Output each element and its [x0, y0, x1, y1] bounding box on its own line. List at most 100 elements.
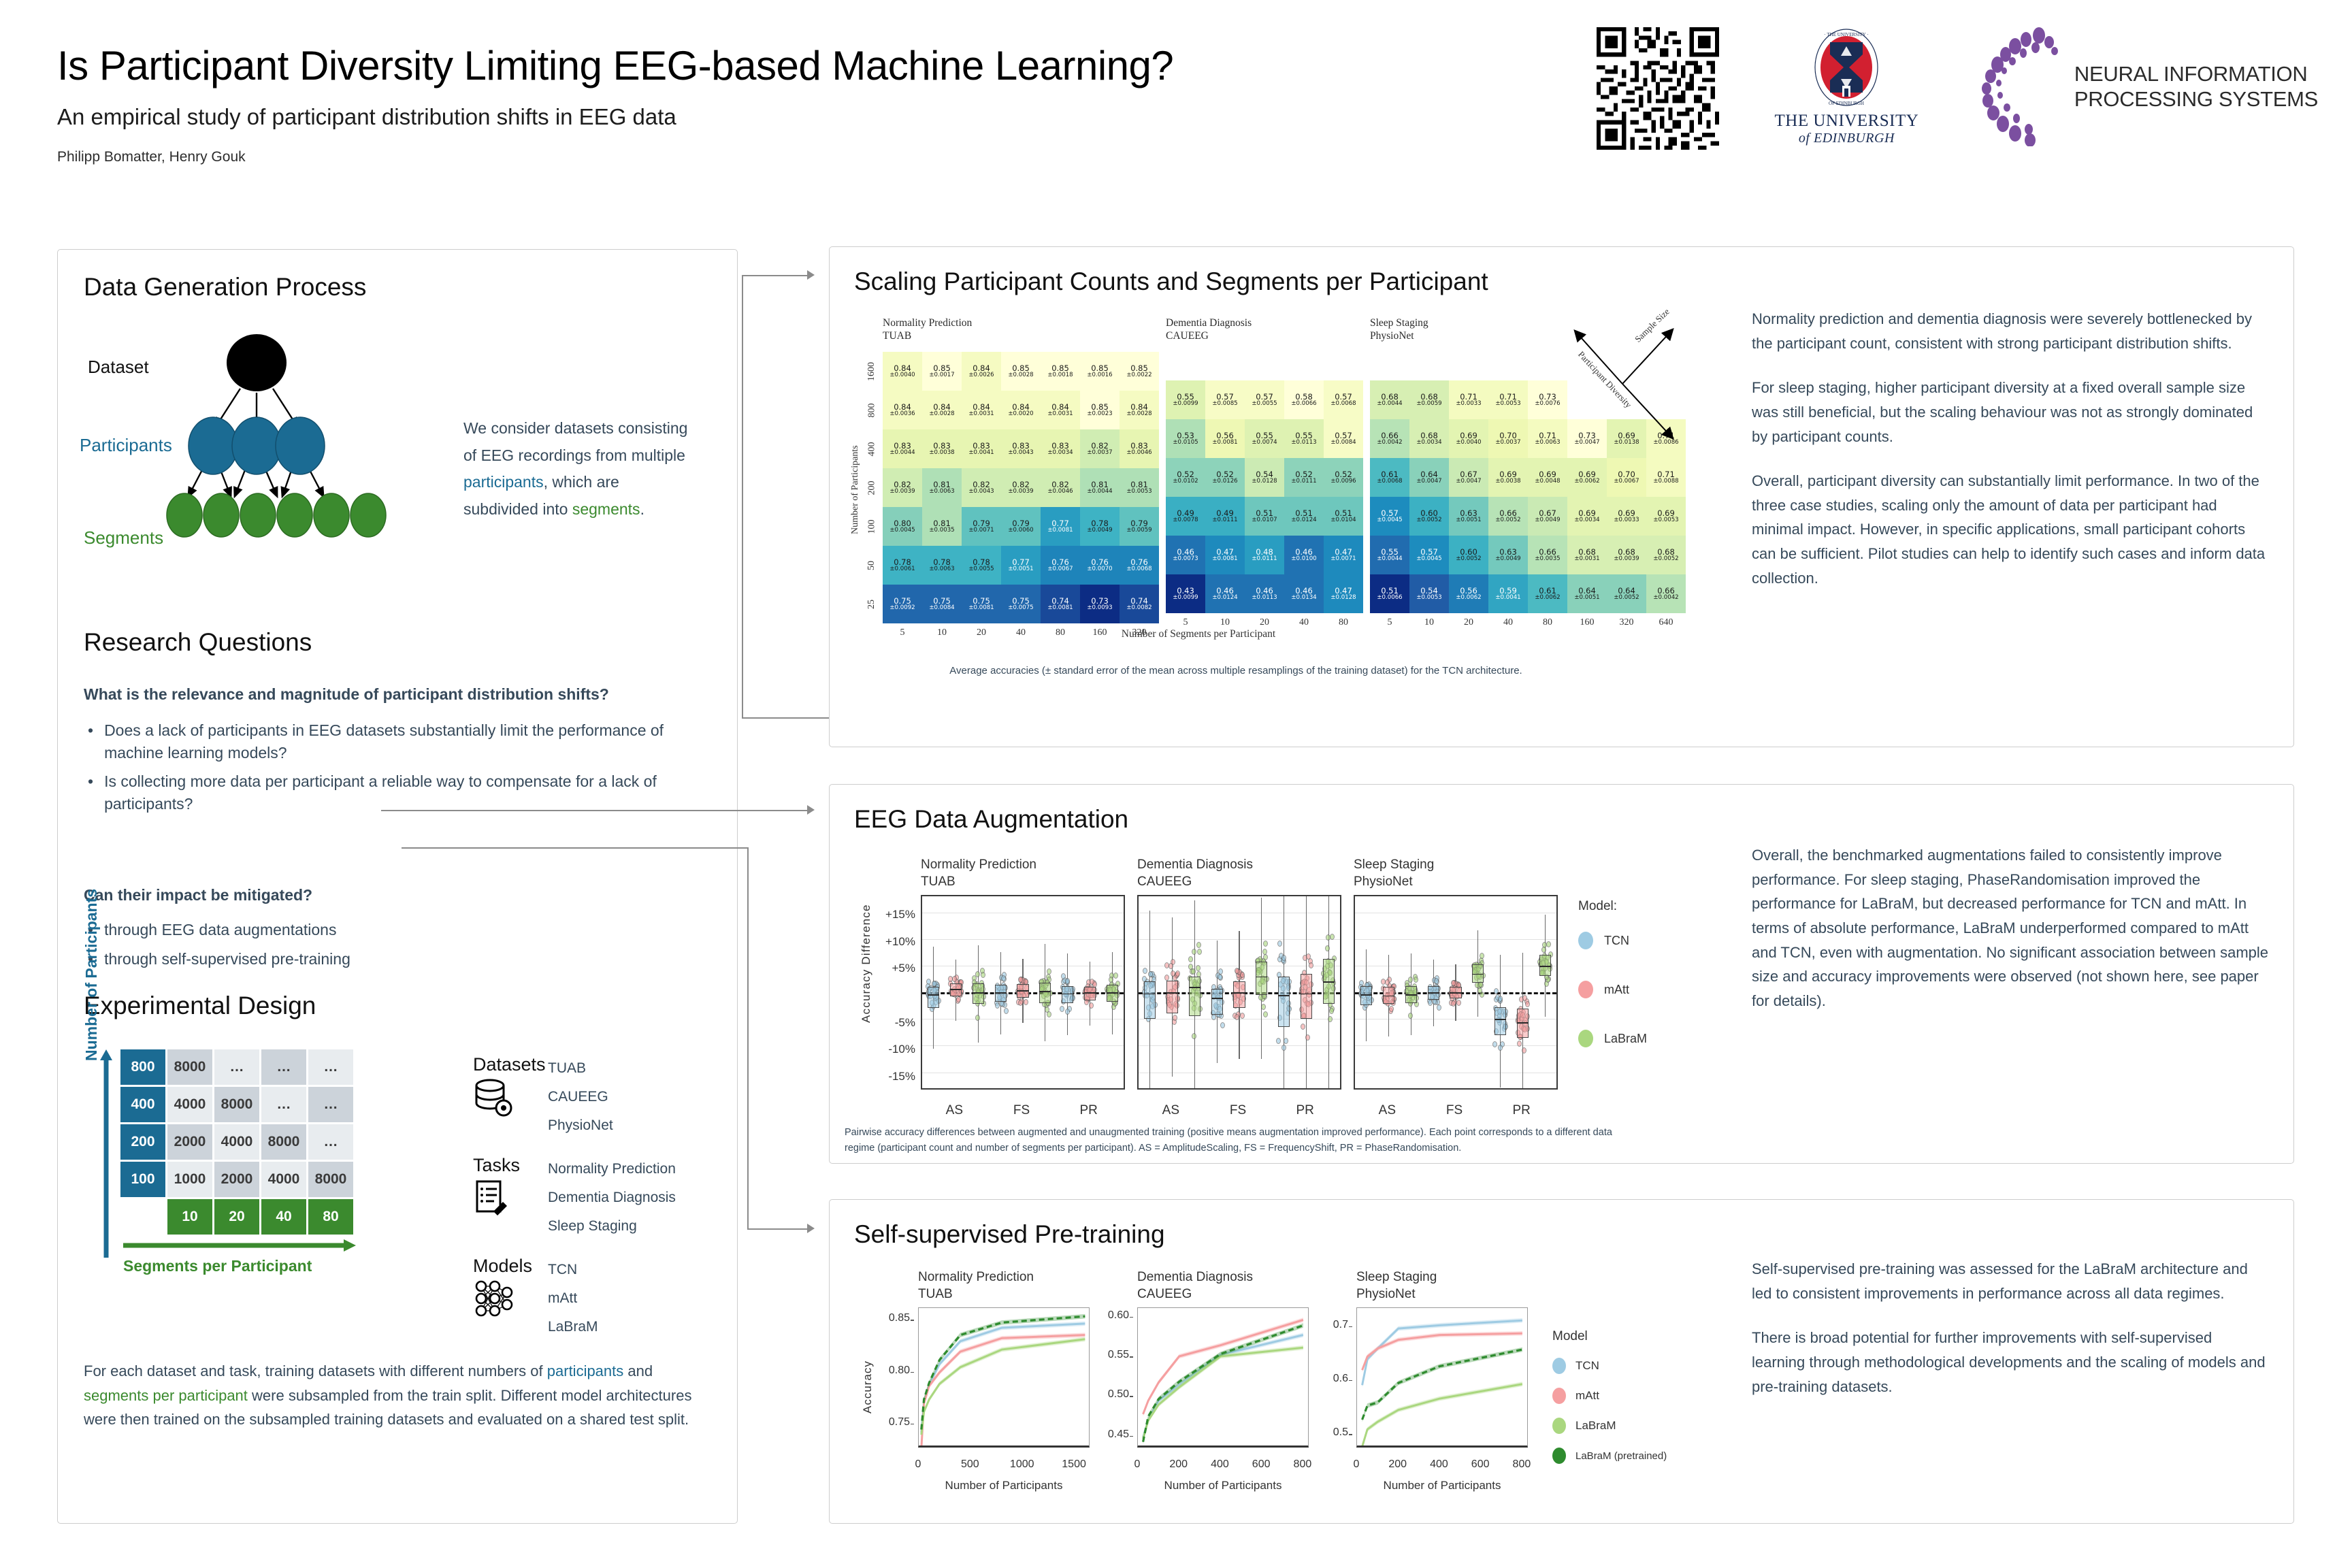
data-point — [1498, 996, 1503, 1002]
legend-label-matt: mAtt — [1575, 1389, 1599, 1402]
heatmap-cell: 0.85 ±0.0017 — [922, 352, 962, 391]
qr-code-icon[interactable] — [1596, 27, 1719, 150]
data-point — [1494, 987, 1499, 994]
gridline — [922, 1045, 1124, 1047]
line-series — [1142, 1319, 1304, 1415]
box — [1211, 989, 1223, 1015]
data-point — [1330, 933, 1335, 940]
page-subtitle: An empirical study of participant distri… — [57, 104, 676, 129]
data-point — [1497, 1045, 1503, 1051]
legend-models: Models — [473, 1256, 532, 1323]
data-point — [975, 971, 981, 978]
list-item: • Is collecting more data per participant… — [88, 770, 700, 815]
heatmap-x-tick: 40 — [1503, 617, 1513, 627]
data-point — [1522, 995, 1527, 1002]
median-line — [1256, 976, 1268, 978]
median-line — [949, 989, 962, 991]
box — [1166, 980, 1178, 1014]
section-title-research-questions: Research Questions — [84, 628, 312, 656]
legend-swatch-labram-pretrained — [1552, 1448, 1566, 1464]
section-title-experimental-design: Experimental Design — [84, 992, 316, 1019]
legend-datasets: Datasets — [473, 1054, 546, 1122]
boxplot-legend-title: Model: — [1578, 899, 1618, 913]
legend-swatch-labram — [1578, 1030, 1593, 1047]
legend-tasks-items: Normality Prediction Dementia Diagnosis … — [548, 1155, 676, 1241]
heatmap-cell: 0.78 ±0.0063 — [922, 546, 962, 585]
heatmap-y-tick: 1600 — [866, 361, 877, 381]
median-line — [1450, 992, 1462, 994]
lineplot-y-tick: 0.50 — [1107, 1388, 1129, 1401]
heatmap-cell: 0.71 ±0.0063 — [1528, 419, 1567, 458]
lineplot-canvas — [1142, 1318, 1304, 1444]
heatmap-cell: 0.52 ±0.0096 — [1324, 458, 1363, 497]
neurips-line1: NEURAL INFORMATION — [2074, 61, 2308, 86]
lineplot-2-y-ticks: 0.45 0.50 0.55 0.60 — [1091, 1307, 1133, 1448]
heatmap-cell: 0.46 ±0.0100 — [1284, 536, 1324, 574]
data-point — [1064, 1008, 1070, 1015]
ed-cell: 40 — [261, 1199, 306, 1235]
heatmap-cell: 0.69 ±0.0062 — [1567, 458, 1607, 497]
data-point — [1525, 1000, 1531, 1007]
ssl-figure: Accuracy Normality Prediction TUAB 0.75 0… — [845, 1267, 1729, 1498]
median-line — [1211, 997, 1223, 999]
boxplot-normality-tuab — [921, 895, 1125, 1090]
data-point — [1061, 973, 1066, 979]
boxplot-sleep-physionet — [1354, 895, 1558, 1090]
boxplot-y-ticks: +15% +10% +5% -5% -10% -15% — [873, 899, 915, 1094]
boxplot-1-x-ticks: AS FS PR — [921, 1103, 1122, 1118]
data-point — [956, 996, 961, 1002]
heatmap-cell: 0.57 ±0.0045 — [1370, 497, 1409, 536]
line-series — [1361, 1332, 1522, 1371]
ed-cell: … — [261, 1087, 306, 1122]
median-line — [1188, 987, 1200, 988]
heatmap-cell: 0.67 ±0.0047 — [1449, 458, 1488, 497]
box — [1323, 959, 1335, 1004]
heatmap-cell: 0.68 ±0.0034 — [1409, 419, 1449, 458]
heatmap-cell: 0.73 ±0.0093 — [1080, 585, 1120, 623]
lineplot-x-tick: 0 — [1353, 1458, 1360, 1470]
heatmap-cell: 0.85 ±0.0016 — [1080, 352, 1120, 391]
heatmap-3-x-ticks: 5 10 20 40 80 160 320 640 — [1370, 617, 1686, 628]
data-point — [1276, 1038, 1281, 1045]
neurips-logo: NEURAL INFORMATION PROCESSING SYSTEMS — [1974, 27, 2318, 146]
data-point — [1450, 1000, 1456, 1007]
university-name-line2: of EDINBURGH — [1798, 131, 1895, 146]
connector-arrow-aug — [807, 805, 815, 815]
heatmap-cell: 0.83 ±0.0044 — [883, 429, 922, 468]
heatmap-normality-tuab: 0.84 ±0.0040 0.85 ±0.0017 0.84 ±0.0026 0.85 ±0.… — [883, 352, 1159, 623]
data-point — [1220, 1022, 1225, 1028]
legend-swatch-labram — [1552, 1418, 1566, 1434]
heatmap-cell: 0.75 ±0.0092 — [883, 585, 922, 623]
median-line — [1143, 993, 1156, 995]
ed-cell: 8000 — [167, 1049, 212, 1085]
box — [927, 987, 939, 1009]
heatmap-1-x-ticks: 5 10 20 40 80 160 320 — [883, 627, 1159, 638]
box — [1256, 961, 1268, 995]
heatmap-cell: 0.75 ±0.0075 — [1001, 585, 1041, 623]
ed-x-axis-arrow-icon — [123, 1239, 356, 1252]
list-item: LaBraM — [548, 1319, 598, 1335]
heatmap-cell: 0.83 ±0.0043 — [1001, 429, 1041, 468]
heatmap-cell: 0.52 ±0.0102 — [1166, 458, 1205, 497]
heatmap-cell: 0.82 ±0.0039 — [1001, 468, 1041, 507]
heatmap-cell: 0.51 ±0.0066 — [1370, 574, 1409, 613]
data-point — [1195, 964, 1200, 971]
data-point — [1480, 991, 1485, 998]
data-point — [1169, 963, 1174, 970]
augmentation-caption: Pairwise accuracy differences between au… — [845, 1127, 1612, 1154]
lineplot-3-x-title: Number of Participants — [1383, 1479, 1501, 1492]
boxplot-1-title: Normality Prediction TUAB — [921, 858, 1036, 889]
heatmap-cell: 0.63 ±0.0051 — [1449, 497, 1488, 536]
line-series — [1361, 1319, 1522, 1386]
data-point — [1388, 1005, 1394, 1012]
data-point — [1283, 1037, 1288, 1044]
page-title: Is Participant Diversity Limiting EEG-ba… — [57, 43, 1174, 88]
heatmap-cell: 0.84 ±0.0040 — [883, 352, 922, 391]
legend-swatch-matt — [1578, 981, 1593, 998]
panel-scaling: Scaling Participant Counts and Segments … — [829, 246, 2294, 747]
connector-ssl-horiz — [747, 1228, 807, 1230]
heatmap-cell: 0.55 ±0.0044 — [1370, 536, 1409, 574]
heatmap-cell: 0.84 ±0.0028 — [922, 391, 962, 429]
scaling-text-block: Normality prediction and dementia diagno… — [1752, 307, 2269, 590]
legend-label-matt: mAtt — [1604, 982, 1630, 996]
